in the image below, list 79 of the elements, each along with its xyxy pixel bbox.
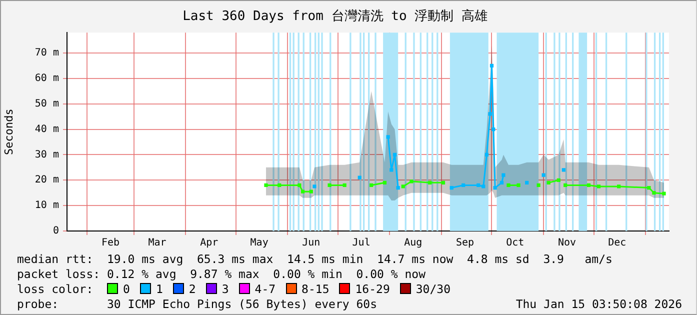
point — [396, 186, 400, 190]
y-tick-label: 40 m — [34, 124, 59, 135]
point — [450, 186, 454, 190]
point — [476, 183, 480, 188]
point — [492, 127, 496, 132]
point — [392, 152, 397, 157]
x-tick-label: Feb — [101, 238, 120, 249]
point — [264, 183, 268, 188]
legend-label: 1 — [156, 282, 163, 296]
legend-label: 8-15 — [302, 282, 330, 296]
legend-label: 30/30 — [416, 282, 450, 296]
point — [342, 183, 346, 188]
x-tick-label: Jul — [352, 238, 370, 249]
chart-title: Last 360 Days from 台灣清洗 to 浮動制 高雄 — [182, 8, 488, 24]
point — [300, 190, 305, 194]
point — [390, 168, 394, 172]
point — [500, 180, 504, 184]
point — [564, 183, 568, 188]
point — [309, 190, 313, 194]
point — [490, 64, 494, 68]
point — [647, 186, 651, 190]
y-tick-label: 50 m — [34, 98, 59, 110]
legend-label: 3 — [222, 282, 229, 296]
point — [586, 183, 591, 188]
point — [386, 135, 390, 139]
point — [562, 168, 566, 172]
point — [358, 176, 362, 180]
point — [370, 183, 374, 188]
legend-label: 0 — [123, 282, 130, 296]
point — [482, 184, 486, 188]
point — [596, 184, 601, 188]
point — [298, 183, 302, 188]
point — [502, 173, 506, 177]
point — [617, 184, 621, 188]
legend-label: 16-29 — [355, 282, 390, 296]
point — [652, 191, 656, 195]
point — [542, 173, 546, 177]
legend-label: 4-7 — [254, 282, 276, 296]
y-tick-label: 10 m — [34, 200, 59, 212]
point — [506, 183, 510, 188]
point — [488, 112, 492, 116]
point — [328, 183, 332, 188]
y-tick-label: 70 m — [34, 48, 59, 59]
point — [484, 152, 489, 157]
x-tick-label: Aug — [404, 238, 422, 249]
point — [410, 180, 414, 184]
point — [382, 180, 387, 184]
y-tick-label: 60 m — [34, 72, 59, 84]
x-tick-label: May — [250, 238, 268, 249]
point — [546, 180, 550, 184]
x-tick-label: Oct — [506, 238, 524, 249]
point — [312, 184, 316, 188]
x-tick-label: Sep — [456, 238, 474, 249]
x-tick-label: Nov — [558, 238, 576, 249]
point — [525, 180, 529, 184]
y-tick-label: 20 m — [34, 174, 59, 186]
point — [401, 184, 405, 188]
legend-label: 2 — [188, 282, 196, 296]
text: probe: 30 ICMP Echo Pings (56 Bytes) every 60s — [17, 297, 378, 311]
text: packet loss: 0.12 % avg 9.87 % max 0.00 % min 0.00 % now — [17, 267, 426, 282]
x-tick-label: Dec — [608, 238, 626, 249]
point — [462, 183, 466, 188]
y-tick-label: 30 m — [34, 149, 59, 160]
point — [516, 183, 520, 188]
point — [536, 183, 540, 188]
x-tick-label: Mar — [148, 238, 166, 249]
point — [493, 186, 497, 190]
point — [441, 180, 446, 184]
y-axis-title: Seconds — [2, 108, 16, 155]
point — [428, 180, 432, 184]
point — [662, 192, 666, 196]
y-tick-label: 0 — [52, 226, 59, 237]
x-tick-label: Jun — [302, 238, 320, 249]
point — [556, 178, 560, 182]
point — [278, 183, 282, 188]
text: median rtt: 19.0 ms avg 65.3 ms max 14.5 ms min 14.7 ms now 4.8 ms sd 3.9 am/s — [17, 252, 614, 267]
legend-title: loss color: — [17, 282, 94, 296]
x-tick-label: Apr — [200, 238, 218, 249]
text: Thu Jan 15 03:50:08 2026 — [516, 297, 682, 312]
